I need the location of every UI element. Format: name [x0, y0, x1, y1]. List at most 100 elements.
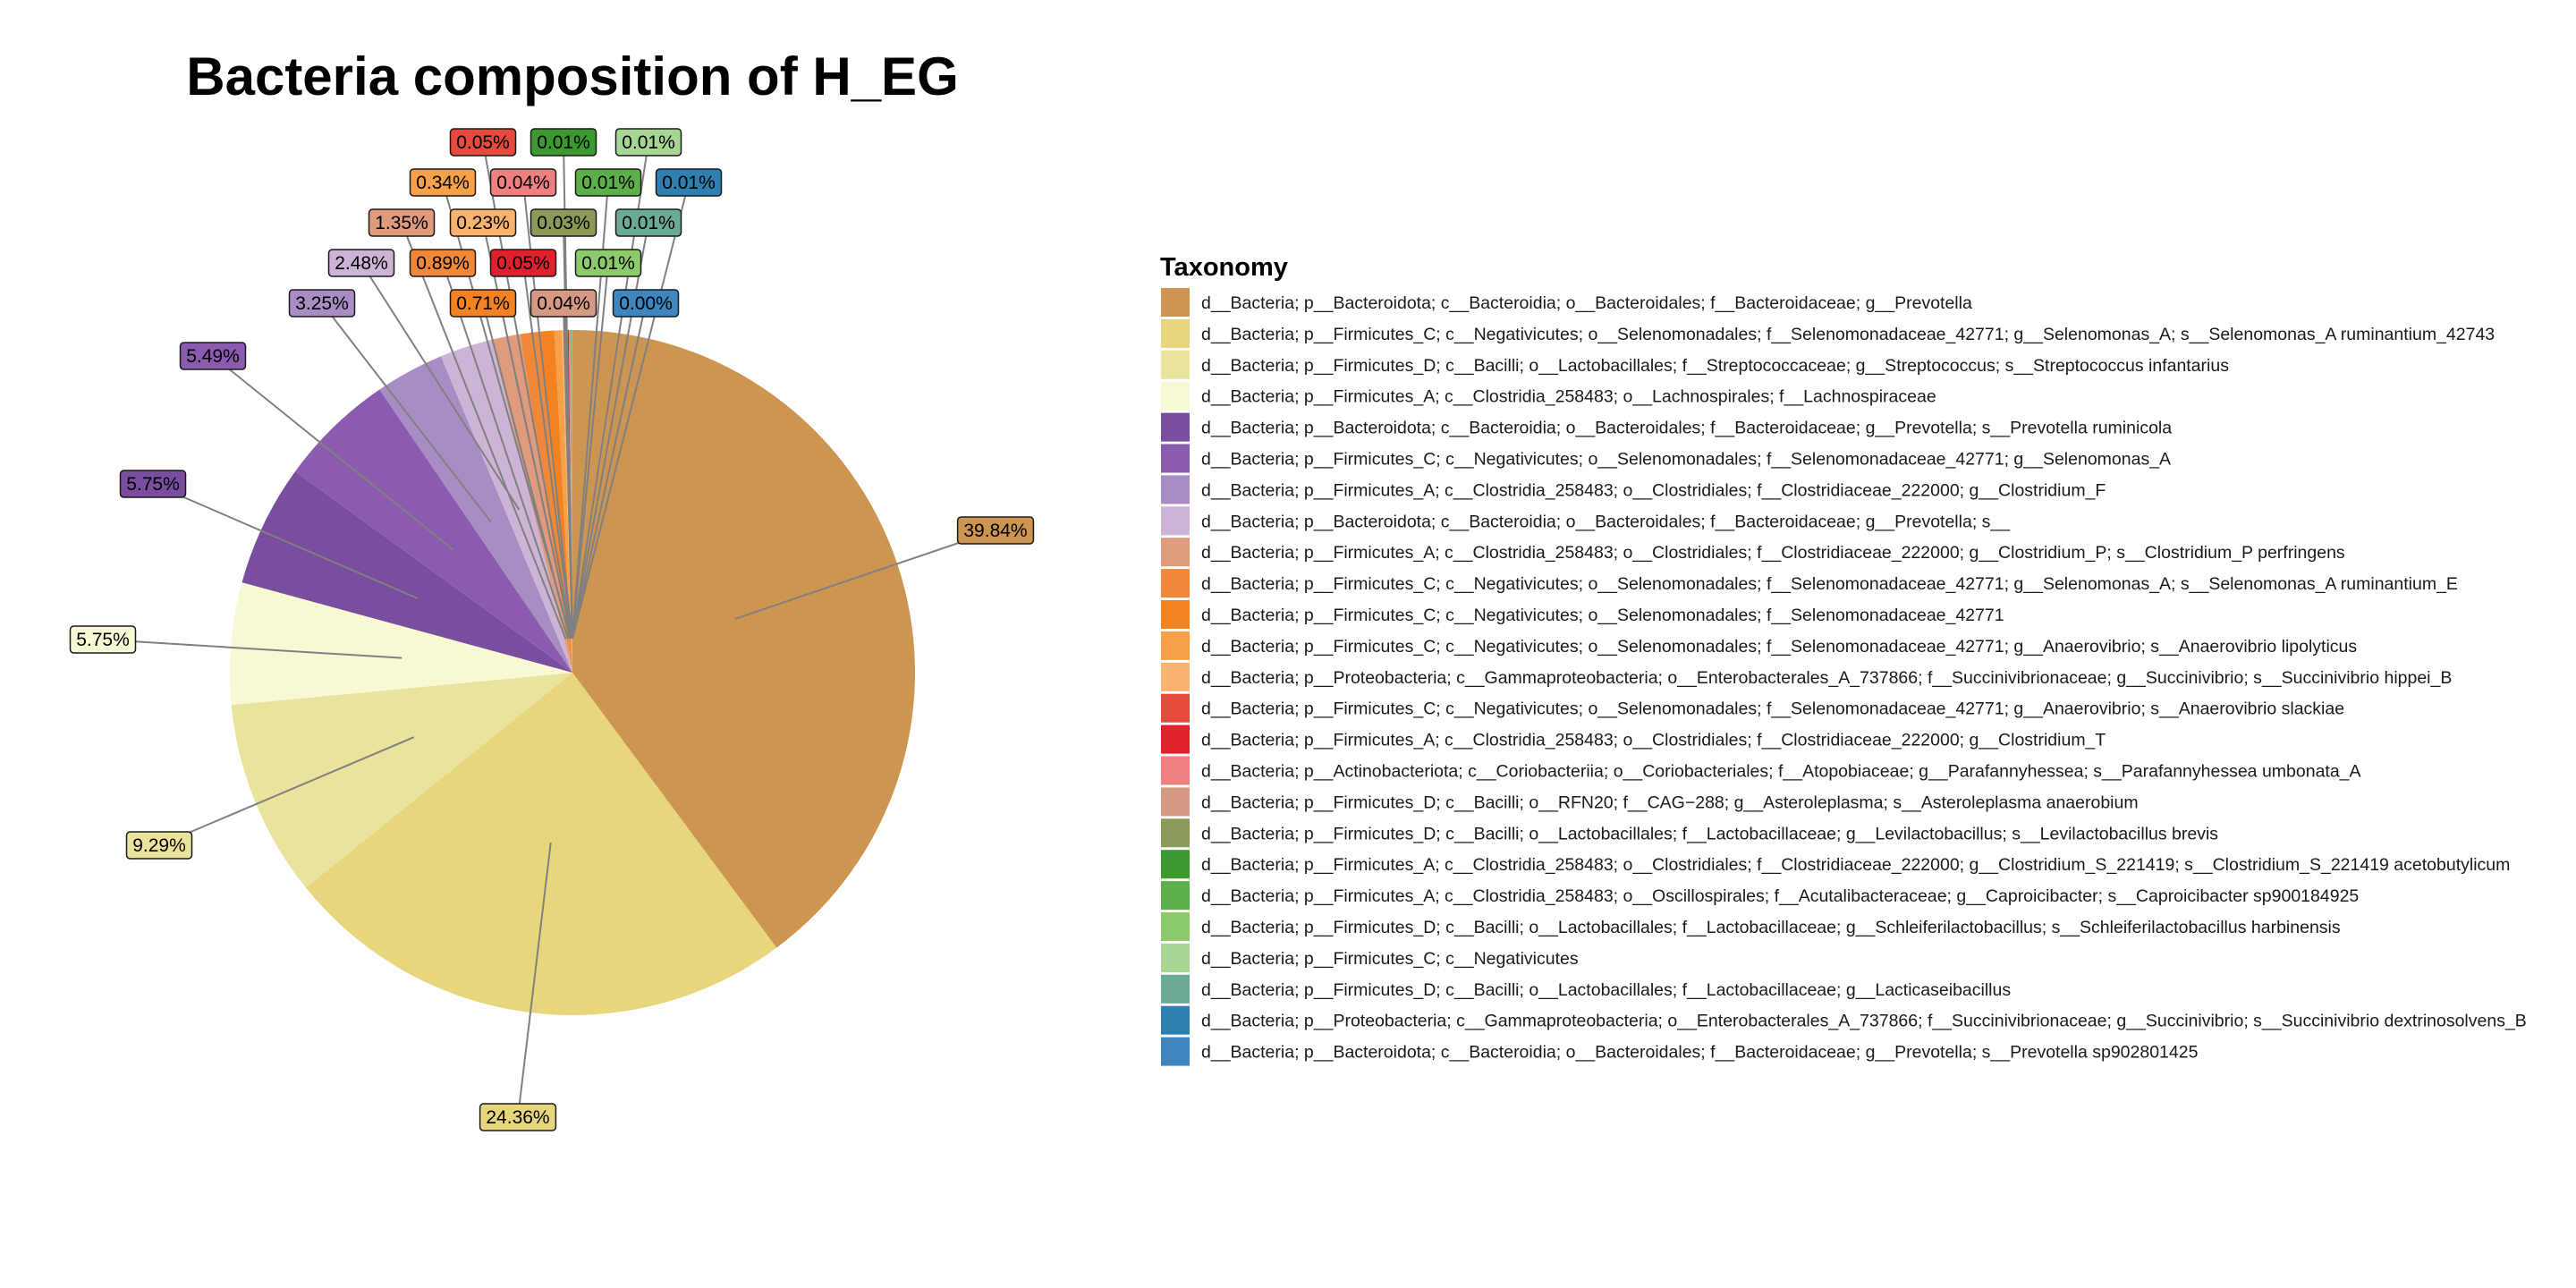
leader-line: [517, 842, 552, 1118]
data-label-text: 39.84%: [963, 521, 1027, 541]
leader-line: [442, 262, 570, 640]
legend-swatch: [1161, 881, 1190, 911]
data-label-text: 0.89%: [416, 253, 470, 274]
leader-line: [572, 302, 647, 639]
legend-title: Taxonomy: [1160, 253, 1288, 282]
data-label-text: 0.03%: [537, 213, 590, 233]
data-label-box: [574, 249, 642, 277]
legend-item: d__Bacteria; p__Firmicutes_D; c__Bacilli…: [1161, 350, 2229, 379]
data-label: 0.01%: [574, 168, 642, 197]
legend-item: d__Bacteria; p__Firmicutes_C; c__Negativ…: [1161, 444, 2171, 473]
data-label-box: [956, 516, 1035, 545]
legend-item: d__Bacteria; p__Firmicutes_C; c__Negativ…: [1161, 600, 2004, 629]
legend-item: d__Bacteria; p__Proteobacteria; c__Gamma…: [1161, 662, 2452, 691]
legend-label: d__Bacteria; p__Bacteroidota; c__Bactero…: [1201, 419, 2172, 438]
legend-item: d__Bacteria; p__Firmicutes_C; c__Negativ…: [1161, 569, 2458, 598]
legend-item: d__Bacteria; p__Bacteroidota; c__Bactero…: [1161, 288, 1972, 317]
data-label-box: [489, 168, 557, 197]
legend-item: d__Bacteria; p__Firmicutes_A; c__Clostri…: [1161, 881, 2359, 911]
data-label-box: [288, 289, 356, 318]
data-label-box: [179, 342, 247, 370]
legend-item: d__Bacteria; p__Firmicutes_A; c__Clostri…: [1161, 381, 1936, 411]
data-label: 0.01%: [655, 168, 723, 197]
legend-label: d__Bacteria; p__Firmicutes_C; c__Negativ…: [1201, 574, 2458, 594]
pie-slice: [520, 331, 572, 673]
data-label: 5.75%: [69, 625, 137, 654]
data-label-text: 1.35%: [375, 213, 428, 233]
legend-swatch: [1161, 600, 1190, 629]
legend-item: d__Bacteria; p__Firmicutes_D; c__Bacilli…: [1161, 787, 2139, 817]
data-label: 0.00%: [612, 289, 680, 318]
pie-slice: [561, 330, 572, 673]
data-label: 0.89%: [409, 249, 477, 277]
legend-item: d__Bacteria; p__Firmicutes_D; c__Bacilli…: [1161, 818, 2218, 848]
legend-label: d__Bacteria; p__Proteobacteria; c__Gamma…: [1201, 1012, 2527, 1031]
legend-label: d__Bacteria; p__Firmicutes_D; c__Bacilli…: [1201, 980, 2011, 1000]
leader-line: [572, 182, 690, 639]
pie-slice: [572, 330, 916, 948]
data-label: 1.35%: [368, 208, 436, 237]
data-label-box: [530, 289, 597, 318]
legend-swatch: [1161, 318, 1190, 348]
pie-slice: [242, 471, 572, 673]
legend-item: d__Bacteria; p__Firmicutes_C; c__Negativ…: [1161, 943, 1579, 972]
data-label: 5.49%: [179, 342, 247, 370]
legend-label: d__Bacteria; p__Firmicutes_D; c__Bacilli…: [1201, 356, 2229, 376]
legend-item: d__Bacteria; p__Firmicutes_D; c__Bacilli…: [1161, 912, 2341, 941]
data-label-box: [612, 289, 680, 318]
data-label-box: [530, 208, 597, 237]
leader-line: [571, 262, 609, 639]
legend-label: d__Bacteria; p__Proteobacteria; c__Gamma…: [1201, 668, 2452, 688]
data-label-text: 9.29%: [132, 835, 186, 856]
data-label: 9.29%: [125, 831, 193, 860]
legend-label: d__Bacteria; p__Firmicutes_D; c__Bacilli…: [1201, 918, 2341, 937]
legend-label: d__Bacteria; p__Firmicutes_A; c__Clostri…: [1201, 480, 2106, 500]
legend-item: d__Bacteria; p__Firmicutes_C; c__Negativ…: [1161, 318, 2495, 348]
data-label: 0.01%: [614, 128, 682, 157]
data-label-box: [655, 168, 723, 197]
data-label-text: 5.75%: [76, 630, 130, 650]
legend-swatch: [1161, 538, 1190, 567]
legend-item: d__Bacteria; p__Bacteroidota; c__Bactero…: [1161, 1037, 2199, 1066]
legend-label: d__Bacteria; p__Firmicutes_C; c__Negativ…: [1201, 637, 2357, 657]
data-label-box: [574, 168, 642, 197]
leader-line: [321, 302, 492, 523]
legend-item: d__Bacteria; p__Bacteroidota; c__Bactero…: [1161, 506, 2011, 536]
legend-swatch: [1161, 850, 1190, 879]
data-label-text: 0.23%: [456, 213, 510, 233]
data-label-box: [119, 470, 187, 498]
data-label-box: [614, 128, 682, 157]
data-label: 0.04%: [489, 168, 557, 197]
legend-label: d__Bacteria; p__Bacteroidota; c__Bactero…: [1201, 293, 1972, 313]
data-label: 2.48%: [327, 249, 395, 277]
data-label-text: 0.01%: [537, 132, 590, 153]
pie-slice: [379, 356, 572, 673]
data-label-box: [368, 208, 436, 237]
data-label: 39.84%: [956, 516, 1035, 545]
legend-item: d__Bacteria; p__Firmicutes_A; c__Clostri…: [1161, 538, 2345, 567]
legend-item: d__Bacteria; p__Actinobacteriota; c__Cor…: [1161, 756, 2361, 785]
leader-line: [152, 483, 419, 600]
data-label: 0.71%: [449, 289, 517, 318]
data-label-box: [449, 208, 517, 237]
data-label: 0.34%: [409, 168, 477, 197]
data-label-text: 0.05%: [456, 132, 510, 153]
data-label-box: [449, 128, 517, 157]
legend-swatch: [1161, 350, 1190, 379]
legend-swatch: [1161, 412, 1190, 442]
data-label: 0.05%: [489, 249, 557, 277]
legend-swatch: [1161, 787, 1190, 817]
data-label-text: 0.01%: [581, 173, 635, 193]
pie-slice: [305, 673, 777, 1015]
legend-swatch: [1161, 756, 1190, 785]
data-label-text: 0.01%: [662, 173, 716, 193]
data-label: 3.25%: [288, 289, 356, 318]
data-label-box: [530, 128, 597, 157]
pie-slice: [554, 330, 572, 673]
data-label: 5.75%: [119, 470, 187, 498]
leader-line: [212, 355, 454, 551]
pie-slice: [440, 339, 572, 673]
legend-swatch: [1161, 381, 1190, 411]
data-label-box: [409, 168, 477, 197]
